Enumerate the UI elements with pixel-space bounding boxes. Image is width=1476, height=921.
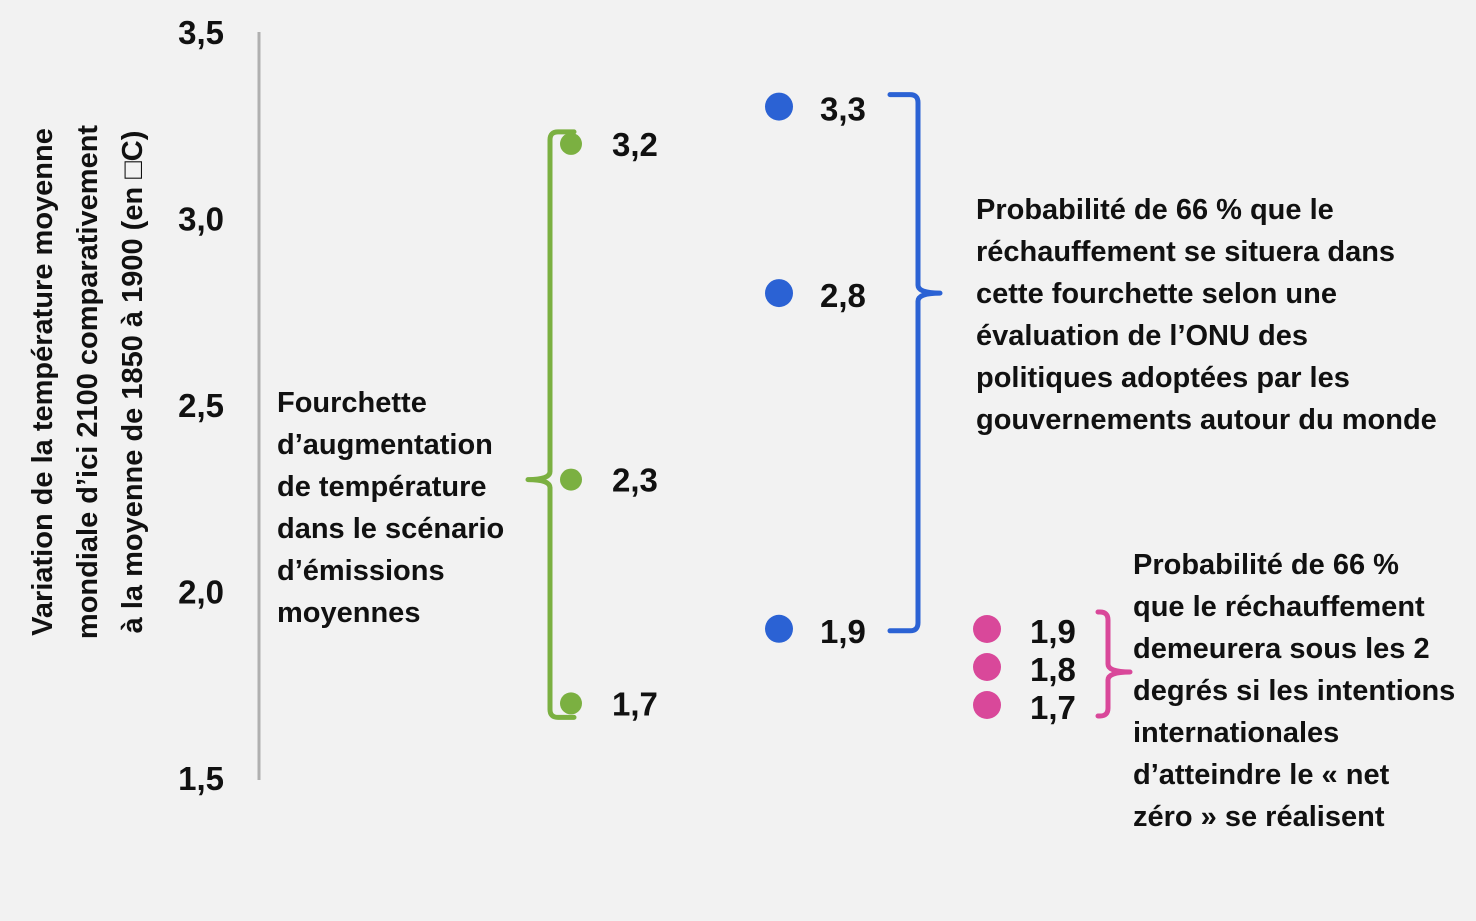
green-annotation-line: d’augmentation xyxy=(277,429,493,461)
pink-point-label: 1,8 xyxy=(1030,651,1076,688)
pink-annotation-line: demeurera sous les 2 xyxy=(1133,633,1430,665)
pink-annotation-line: Probabilité de 66 % xyxy=(1133,549,1399,581)
blue-point-label: 2,8 xyxy=(820,277,866,314)
blue-bracket xyxy=(887,92,943,634)
blue-point xyxy=(765,614,793,643)
y-tick-label: 2,0 xyxy=(178,574,224,611)
green-annotation-line: d’émissions xyxy=(277,555,445,587)
y-axis-title-line: mondiale d’ici 2100 comparativement xyxy=(72,125,104,639)
green-point xyxy=(560,692,582,715)
blue-annotation-line: politiques adoptées par les xyxy=(976,362,1350,394)
green-annotation-line: de température xyxy=(277,471,487,503)
blue-annotation-line: cette fourchette selon une xyxy=(976,278,1337,310)
pink-annotation-line: zéro » se réalisent xyxy=(1133,801,1385,833)
y-axis-title-line: Variation de la température moyenne xyxy=(27,128,59,636)
pink-bracket xyxy=(1095,609,1133,719)
blue-point xyxy=(765,92,793,121)
green-point-label: 1,7 xyxy=(612,685,658,722)
green-point-label: 2,3 xyxy=(612,462,658,499)
pink-point xyxy=(973,653,1001,681)
pink-annotation-line: d’atteindre le « net xyxy=(1133,759,1390,791)
pink-annotation-line: internationales xyxy=(1133,717,1339,749)
pink-annotation-line: que le réchauffement xyxy=(1133,591,1425,623)
blue-annotation-line: réchauffement se situera dans xyxy=(976,236,1395,268)
green-annotation-line: dans le scénario xyxy=(277,513,504,545)
y-axis-title-line: à la moyenne de 1850 à 1900 (en □C) xyxy=(117,131,149,634)
blue-annotation-line: évaluation de l’ONU des xyxy=(976,320,1308,352)
green-bracket xyxy=(525,129,577,720)
green-point xyxy=(560,132,582,155)
pink-point xyxy=(973,615,1001,643)
blue-annotation-line: gouvernements autour du monde xyxy=(976,404,1437,436)
y-tick-label: 3,5 xyxy=(178,14,224,51)
y-tick-label: 3,0 xyxy=(178,201,224,238)
green-annotation-line: Fourchette xyxy=(277,387,427,419)
blue-point-label: 3,3 xyxy=(820,91,866,128)
blue-point-label: 1,9 xyxy=(820,613,866,650)
blue-point xyxy=(765,279,793,308)
pink-point-label: 1,7 xyxy=(1030,689,1076,726)
pink-point xyxy=(973,691,1001,719)
green-annotation-line: moyennes xyxy=(277,597,420,629)
green-point xyxy=(560,468,582,491)
blue-annotation-line: Probabilité de 66 % que le xyxy=(976,194,1334,226)
y-tick-label: 2,5 xyxy=(178,387,224,424)
y-tick-label: 1,5 xyxy=(178,760,224,797)
pink-point-label: 1,9 xyxy=(1030,613,1076,650)
green-point-label: 3,2 xyxy=(612,126,658,163)
pink-annotation-line: degrés si les intentions xyxy=(1133,675,1455,707)
